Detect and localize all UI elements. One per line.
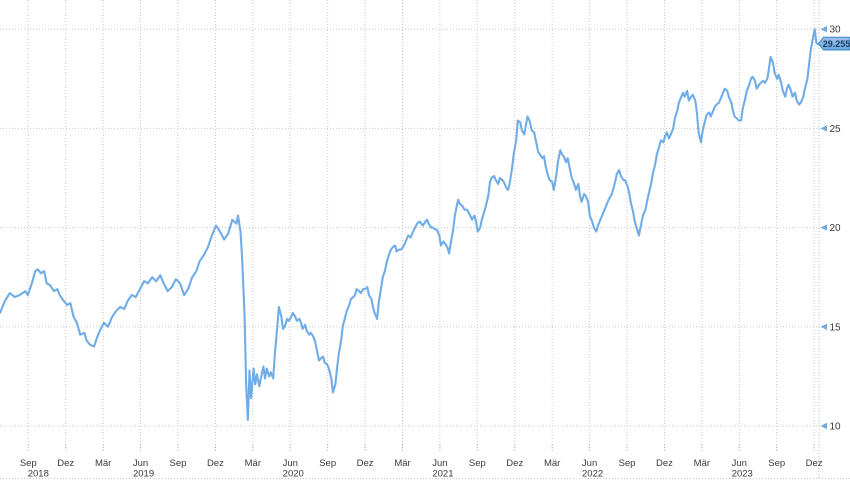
- y-axis-label-30: 30: [830, 25, 842, 36]
- price-line-series[interactable]: [0, 28, 820, 422]
- x-axis-month-label: Jun: [283, 458, 298, 469]
- x-axis-year-label: 2022: [582, 469, 603, 480]
- y-tick-arrow-icon: [820, 224, 827, 231]
- x-axis-month-label: Sep: [768, 458, 785, 469]
- last-price-badge-flag: [817, 36, 850, 51]
- y-tick-arrow-icon: [820, 323, 827, 330]
- x-axis-year-label: 2019: [133, 469, 154, 480]
- last-price-badge-value: 29.255: [823, 39, 850, 49]
- y-axis-label-15: 15: [830, 322, 842, 333]
- x-axis: Sep Dez Mär Jun Sep Dez Mär Jun Sep Dez Mär Jun Sep D…: [20, 444, 823, 480]
- y-axis-label-10: 10: [830, 422, 842, 433]
- x-axis-month-label: Sep: [469, 458, 486, 469]
- x-axis-year-label: 2018: [28, 469, 49, 480]
- x-axis-month-label: Jun: [133, 458, 148, 469]
- y-tick-arrow-icon: [820, 125, 827, 132]
- x-axis-year-label: 2020: [283, 469, 304, 480]
- x-axis-month-label: Jun: [582, 458, 597, 469]
- x-axis-month-label: Dez: [57, 458, 74, 469]
- y-tick-arrow-icon: [820, 26, 827, 33]
- x-axis-month-label: Dez: [506, 458, 523, 469]
- x-axis-month-label: Jun: [432, 458, 447, 469]
- y-axis-label-20: 20: [830, 223, 842, 234]
- x-axis-month-label: Dez: [656, 458, 673, 469]
- x-axis-month-label: Dez: [207, 458, 224, 469]
- y-axis-label-25: 25: [830, 124, 842, 135]
- x-axis-month-label: Dez: [357, 458, 374, 469]
- y-tick-arrow-icon: [820, 422, 827, 430]
- x-axis-month-label: Sep: [20, 458, 37, 469]
- x-axis-month-label: Dez: [806, 458, 823, 469]
- last-price-badge: 29.255: [817, 36, 850, 51]
- x-axis-month-label: Jun: [732, 458, 747, 469]
- x-axis-month-label: Sep: [170, 458, 187, 469]
- x-axis-month-label: Mär: [694, 458, 710, 469]
- x-axis-month-label: Mär: [95, 458, 111, 469]
- x-axis-month-label: Sep: [319, 458, 336, 469]
- x-axis-month-label: Mär: [245, 458, 261, 469]
- x-axis-month-label: Mär: [544, 458, 560, 469]
- x-axis-month-label: Mär: [394, 458, 410, 469]
- x-axis-year-label: 2023: [732, 469, 753, 480]
- plot-area[interactable]: [0, 0, 818, 447]
- x-axis-year-label: 2021: [432, 469, 453, 480]
- x-axis-month-label: Sep: [619, 458, 636, 469]
- y-axis: 30 25 20 15 10: [820, 25, 842, 433]
